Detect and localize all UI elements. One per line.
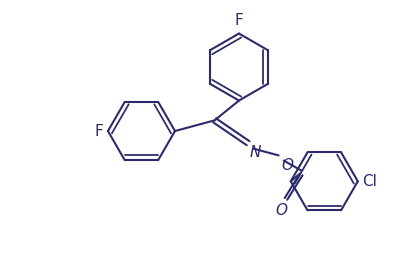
Text: F: F [235, 13, 244, 28]
Text: N: N [250, 145, 261, 160]
Text: O: O [281, 159, 294, 174]
Text: Cl: Cl [362, 174, 377, 189]
Text: F: F [95, 124, 103, 139]
Text: O: O [276, 203, 288, 218]
